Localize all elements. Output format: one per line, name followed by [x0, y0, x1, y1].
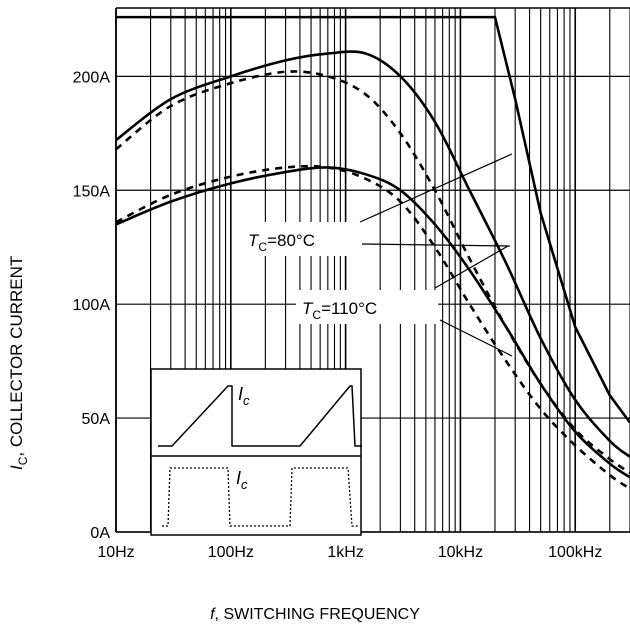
series-line-2: [116, 50, 630, 458]
series-line-4: [116, 166, 630, 479]
svg-text:TC=110°C: TC=110°C: [302, 299, 377, 322]
annotation-110-text: =110°C: [321, 299, 377, 318]
annotation-leaders: [359, 153, 513, 357]
x-tick-label: 100kHz: [548, 544, 602, 561]
x-tick-label: 10kHz: [438, 544, 483, 561]
inset-bottom-symbol: I: [236, 468, 241, 488]
annotation-110: TC=110°C: [296, 290, 438, 324]
y-tick-label: 200A: [73, 69, 111, 86]
annotation-80: TC=80°C: [240, 222, 358, 256]
inset-top-symbol: I: [238, 384, 243, 404]
annotation-80-symbol: T: [248, 231, 260, 250]
y-tick-label: 100A: [73, 297, 111, 314]
x-tick-label: 1kHz: [327, 544, 363, 561]
annotation-80-sub: C: [258, 240, 267, 254]
svg-text:Ic: Ic: [238, 384, 250, 408]
inset-top-sub: c: [243, 393, 250, 408]
x-axis-label: f, SWITCHING FREQUENCY: [210, 606, 420, 623]
leader-110-b: [439, 319, 513, 357]
leader-110-a: [434, 245, 509, 289]
y-tick-label: 150A: [73, 183, 111, 200]
y-tick-label: 0A: [90, 525, 110, 542]
y-tick-label: 50A: [82, 411, 111, 428]
svg-text:Ic: Ic: [236, 468, 248, 492]
x-tick-label: 100Hz: [208, 544, 254, 561]
series-line-1: [116, 15, 630, 424]
leader-80-b: [361, 243, 511, 247]
annotation-80-text: =80°C: [267, 231, 315, 250]
leader-80-a: [359, 153, 513, 223]
annotation-110-symbol: T: [302, 299, 314, 318]
x-tick-label: 10Hz: [97, 544, 134, 561]
annotation-110-sub: C: [312, 308, 321, 322]
inset-bottom-sub: c: [241, 477, 248, 492]
inset-sawtooth: [158, 385, 362, 447]
svg-text:TC=80°C: TC=80°C: [248, 231, 315, 254]
y-axis-label: IC, COLLECTOR CURRENT: [7, 256, 30, 470]
tick-labels: 0A 50A 100A 150A 200A 10Hz 100Hz 1kHz 10kHz 100kH…: [73, 69, 603, 561]
series-group: [116, 15, 630, 490]
series-line-5: [116, 164, 630, 490]
inset: Ic Ic: [150, 368, 362, 536]
series-line-3: [116, 70, 630, 474]
